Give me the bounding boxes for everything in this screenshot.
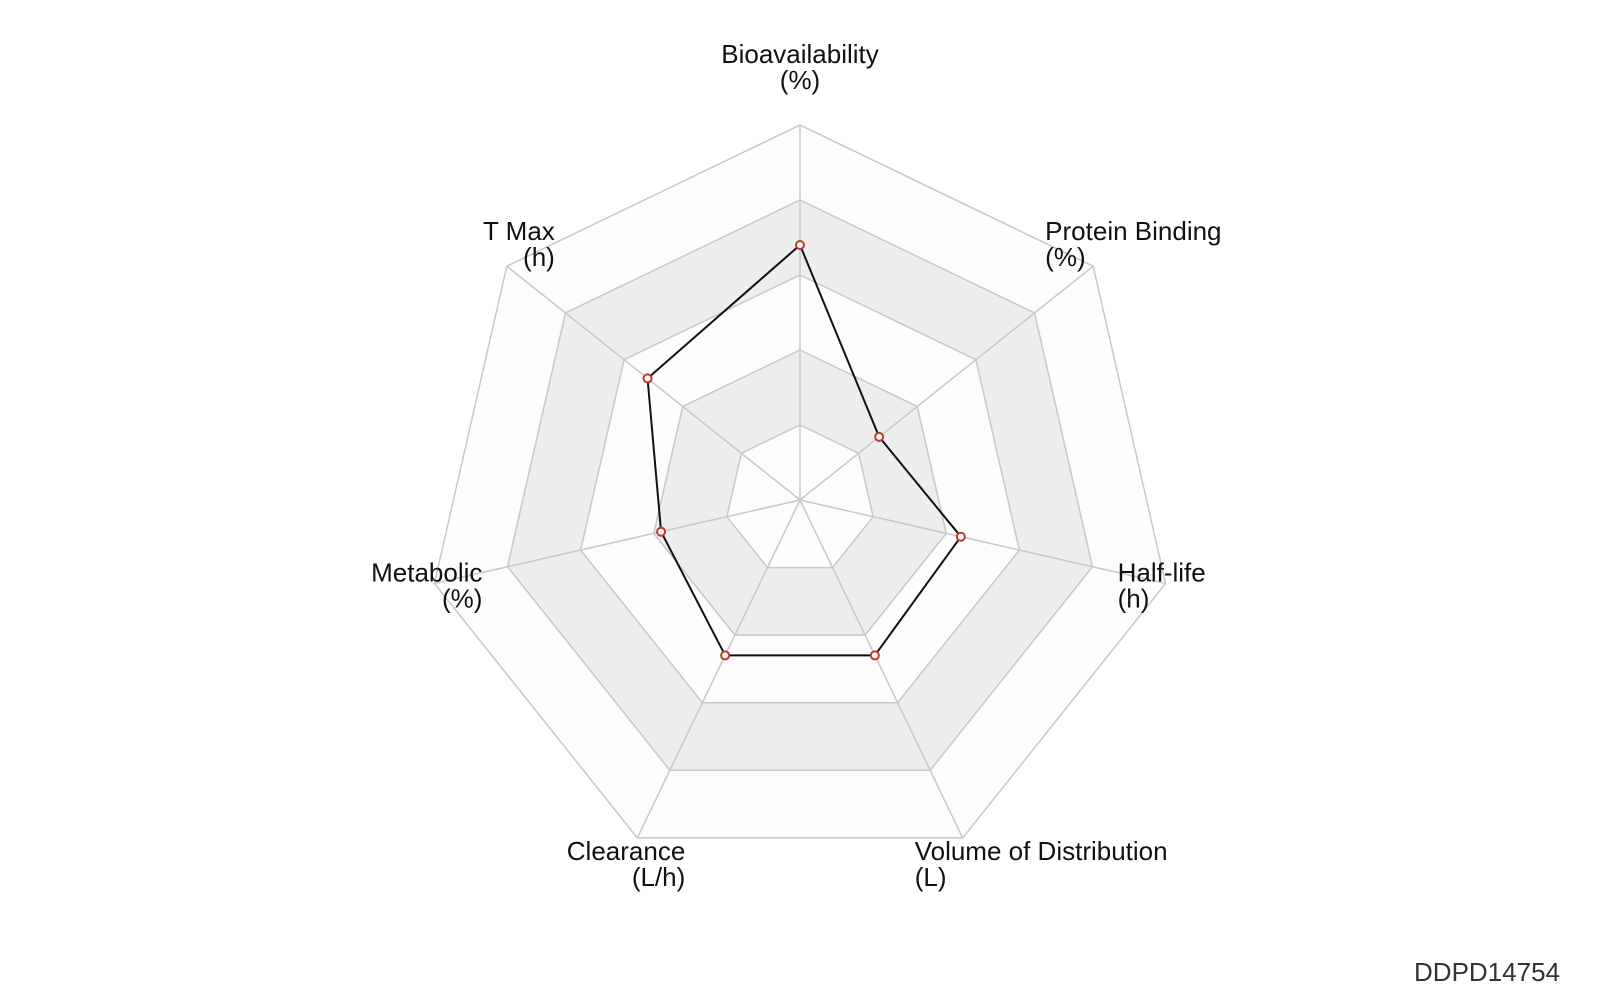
data-point-7 [642,373,653,384]
axis-spokes [434,125,1166,839]
axis-label-unit: (h) [1118,583,1150,613]
axis-label-unit: (%) [1045,242,1085,272]
data-point-5 [720,650,731,661]
axis-spoke-2 [799,265,1094,501]
axis-spoke-3 [799,499,1166,585]
axis-label-name: Protein Binding [1045,216,1221,246]
axis-labels: Bioavailability (%)Protein Binding (%)Half… [371,39,1221,892]
data-point-4 [869,650,880,661]
data-point-1 [795,240,805,250]
figure-id-watermark: DDPD14754 [1414,957,1560,987]
axis-spoke-4 [799,499,964,839]
axis-label-name: Half-life [1118,557,1206,587]
axis-label-unit: (%) [780,65,820,95]
axis-label-unit: (L) [915,862,947,892]
axis-label-name: Volume of Distribution [915,836,1168,866]
data-point-3 [955,531,966,542]
axis-label-unit: (L/h) [632,862,685,892]
data-series [642,240,966,661]
axis-label-name: Metabolic [371,557,482,587]
axis-label-3: Half-life (h) [1118,557,1206,613]
axis-spoke-7 [506,265,801,501]
data-point-6 [656,526,667,537]
axis-label-2: Protein Binding (%) [1045,216,1221,272]
axis-spoke-6 [434,499,801,585]
axis-label-4: Volume of Distribution (L) [915,836,1168,892]
axis-spoke-5 [636,499,801,839]
axis-label-5: Clearance (L/h) [567,836,686,892]
data-point-2 [874,431,885,442]
axis-label-1: Bioavailability (%) [721,39,879,95]
series-outline [646,243,963,657]
axis-label-6: Metabolic (%) [371,557,482,613]
axis-label-name: T Max [483,216,555,246]
axis-label-name: Bioavailability [721,39,879,69]
axis-label-7: T Max (h) [483,216,555,272]
axis-label-unit: (h) [523,242,555,272]
axis-label-unit: (%) [442,583,482,613]
axis-label-name: Clearance [567,836,686,866]
